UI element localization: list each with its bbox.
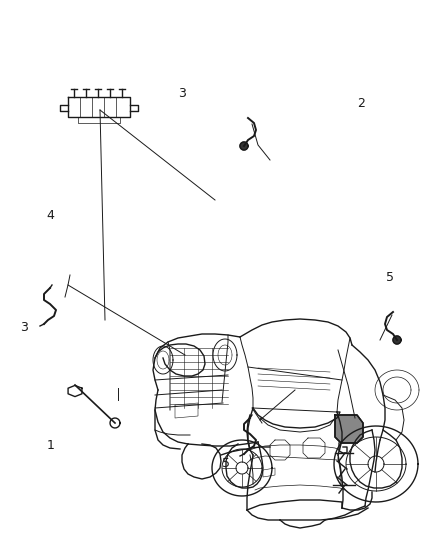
Text: 5: 5 [386, 271, 394, 284]
Text: 1: 1 [46, 439, 54, 451]
Text: 3: 3 [178, 87, 186, 100]
Polygon shape [335, 415, 363, 443]
Text: 2: 2 [357, 98, 365, 110]
Polygon shape [393, 336, 401, 344]
Text: 5: 5 [222, 457, 230, 470]
Text: 4: 4 [46, 209, 54, 222]
Text: 3: 3 [20, 321, 28, 334]
Polygon shape [240, 142, 248, 150]
